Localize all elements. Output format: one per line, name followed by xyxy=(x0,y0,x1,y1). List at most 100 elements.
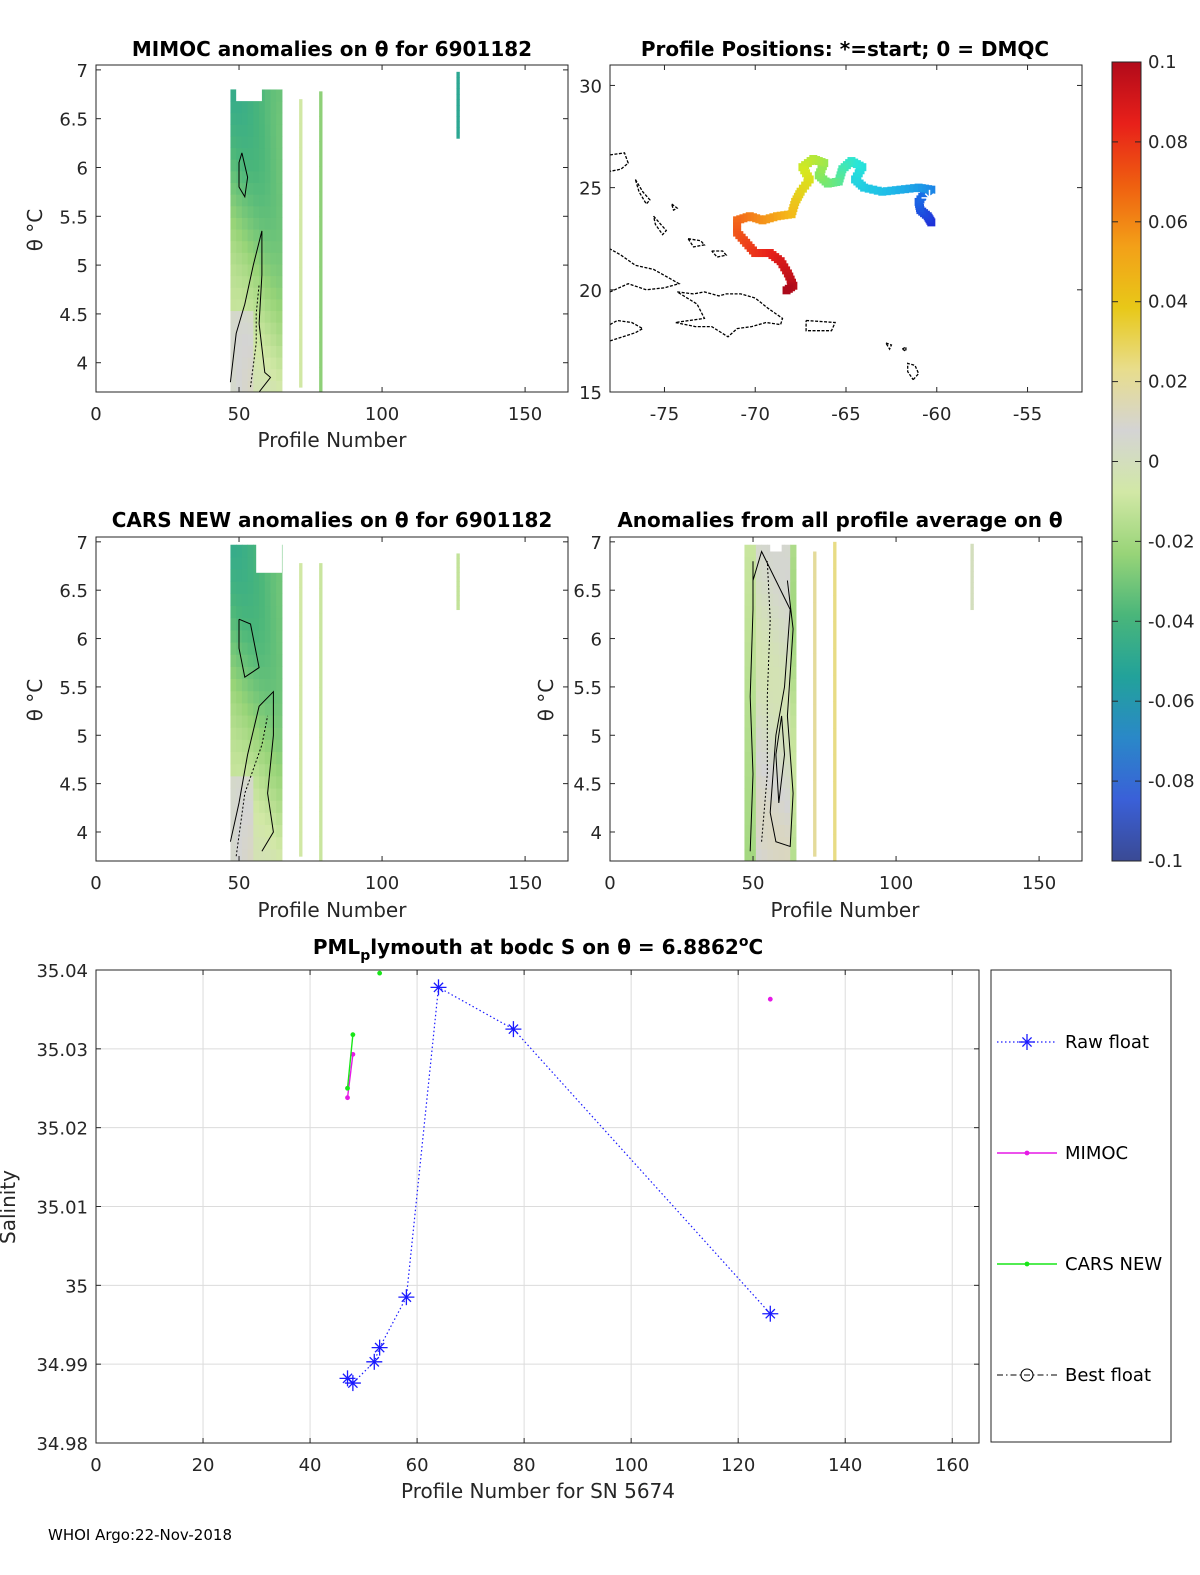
heatmap-cell xyxy=(253,217,260,230)
heatmap-cell xyxy=(319,141,323,168)
heatmap-cell xyxy=(259,368,266,381)
heatmap-cell xyxy=(773,702,780,716)
heatmap-cell xyxy=(773,581,780,594)
heatmap-cell xyxy=(253,666,260,680)
heatmap-cell xyxy=(264,89,271,102)
heatmap-cell xyxy=(833,807,837,835)
title-part-sub: p xyxy=(360,948,370,964)
heatmap-cell xyxy=(784,617,791,631)
heatmap-cell xyxy=(761,800,768,813)
heatmap-cell xyxy=(247,263,254,277)
heatmap-cell xyxy=(270,812,277,826)
heatmap-cell xyxy=(241,800,249,813)
heatmap-cell xyxy=(253,298,260,312)
heatmap-cell xyxy=(247,824,254,838)
heatmap-cell xyxy=(761,836,768,850)
heatmap-cell xyxy=(270,275,277,288)
heatmap-cell xyxy=(264,593,271,607)
heatmap-cell xyxy=(744,593,751,607)
heatmap-cell xyxy=(299,807,303,833)
heatmap-cell xyxy=(784,751,791,765)
heatmap-cell xyxy=(241,287,249,300)
heatmap-cell xyxy=(236,727,243,740)
heatmap-cell xyxy=(299,831,303,857)
heatmap-cell xyxy=(264,333,271,346)
heatmap-cell xyxy=(259,617,266,631)
heatmap-cell xyxy=(970,604,974,611)
heatmap-cell xyxy=(767,690,774,704)
heatmap-cell xyxy=(276,147,283,160)
heatmap-cell xyxy=(253,159,260,172)
heatmap-cell xyxy=(264,357,271,370)
heatmap-cell xyxy=(264,275,271,288)
heatmap-cell xyxy=(270,642,277,655)
heatmap-cell xyxy=(744,848,751,861)
track-marker xyxy=(869,185,878,194)
heatmap-cell xyxy=(319,736,323,763)
heatmap-cell xyxy=(241,751,249,765)
heatmap-cell xyxy=(833,728,837,756)
track-marker xyxy=(882,187,891,196)
heatmap-cell xyxy=(270,629,277,643)
heatmap-cell xyxy=(750,654,757,667)
heatmap-cell xyxy=(276,715,283,728)
heatmap-cell xyxy=(247,252,254,265)
positions-x-ticks: -75 -70 -65 -60 -55 xyxy=(650,65,1042,425)
y-tick-label: 6 xyxy=(77,630,88,651)
mimoc-point xyxy=(767,996,773,1002)
heatmap-cell xyxy=(778,751,785,765)
star-stroke xyxy=(342,1373,353,1384)
heatmap-cell xyxy=(241,605,249,619)
heatmap-cell xyxy=(230,836,237,850)
heatmap-cell xyxy=(259,159,266,172)
heatmap-cell xyxy=(761,848,768,861)
heatmap-cell xyxy=(264,824,271,838)
heatmap-cell xyxy=(813,551,817,578)
heatmap-cell xyxy=(276,263,283,277)
heatmap-cell xyxy=(241,715,249,728)
raw-float-point xyxy=(430,979,447,996)
heatmap-cell xyxy=(276,800,283,813)
heatmap-cell xyxy=(264,287,271,300)
heatmap-cell xyxy=(761,812,768,826)
heatmap-cell xyxy=(236,605,243,619)
heatmap-cell xyxy=(253,581,260,594)
heatmap-cell xyxy=(755,812,763,826)
heatmap-cell xyxy=(241,812,249,826)
heatmap-cell xyxy=(259,836,266,850)
heatmap-cell xyxy=(241,147,249,160)
heatmap-cell xyxy=(833,834,837,861)
y-tick-label: 5.5 xyxy=(59,678,88,699)
heatmap-cell xyxy=(259,89,266,102)
heatmap-cell xyxy=(236,101,243,114)
heatmap-cell xyxy=(784,556,791,570)
heatmap-cell xyxy=(247,763,254,777)
heatmap-cell xyxy=(241,217,249,230)
heatmap-cell xyxy=(744,775,751,789)
heatmap-cell xyxy=(276,124,283,137)
heatmap-cell xyxy=(264,205,271,218)
allavg-y-ticks: 4 4.5 5 5.5 6 6.5 7 xyxy=(573,533,1082,844)
heatmap-cell xyxy=(761,678,768,692)
heatmap-cell xyxy=(755,581,763,594)
heatmap-cell xyxy=(784,666,791,680)
heatmap-cell xyxy=(456,71,460,78)
heatmap-cell xyxy=(773,824,780,838)
heatmap-cell xyxy=(778,702,785,716)
heatmap-cell xyxy=(247,569,254,582)
coastline-segment xyxy=(610,319,645,342)
x-tick-label: 0 xyxy=(604,873,615,894)
heatmap-cell xyxy=(264,345,271,358)
cars-title: CARS NEW anomalies on θ for 6901182 xyxy=(112,508,553,532)
heatmap-cell xyxy=(276,569,283,582)
heatmap-cell xyxy=(247,812,254,826)
heatmap-cell xyxy=(241,322,249,335)
heatmap-cell xyxy=(236,666,243,680)
heatmap-cell xyxy=(790,581,797,594)
heatmap-cell xyxy=(253,605,260,619)
heatmap-cell xyxy=(270,788,277,801)
cars-contours xyxy=(229,618,274,857)
heatmap-cell xyxy=(264,666,271,680)
heatmap-cell xyxy=(270,240,277,253)
heatmap-cell xyxy=(813,830,817,857)
